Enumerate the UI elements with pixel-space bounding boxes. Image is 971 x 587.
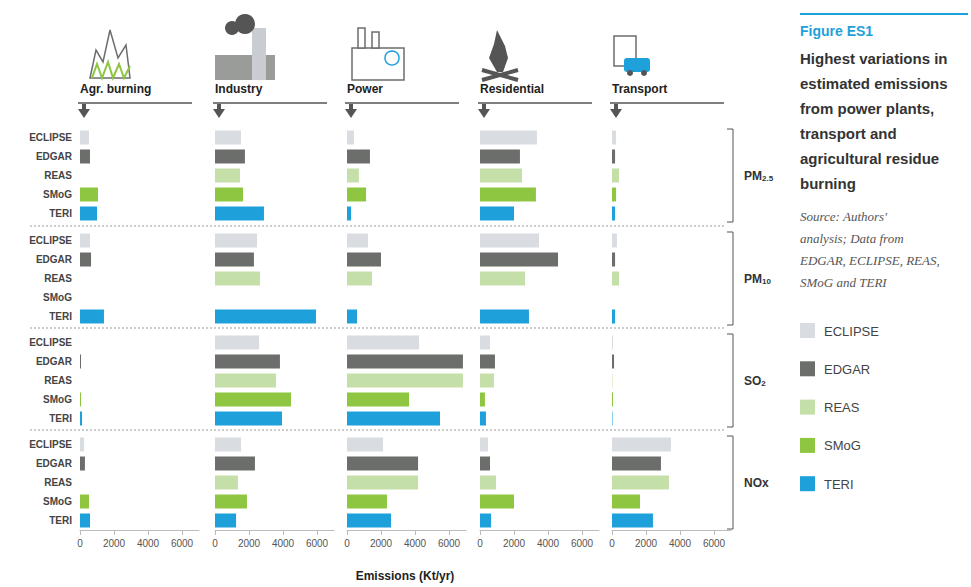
svg-text:6000: 6000 <box>171 538 194 549</box>
svg-text:agricultural residue: agricultural residue <box>800 150 943 167</box>
svg-text:0: 0 <box>609 538 615 549</box>
svg-text:SMoG: SMoG <box>824 438 861 453</box>
svg-text:TERI: TERI <box>49 413 72 424</box>
svg-text:EDGAR: EDGAR <box>36 254 73 265</box>
svg-text:EDGAR: EDGAR <box>36 356 73 367</box>
svg-text:REAS: REAS <box>824 400 860 415</box>
svg-text:6000: 6000 <box>438 538 461 549</box>
svg-text:SMoG: SMoG <box>43 394 72 405</box>
svg-text:analysis; Data from: analysis; Data from <box>800 231 907 246</box>
svg-text:6000: 6000 <box>703 538 726 549</box>
svg-text:SMoG: SMoG <box>43 189 72 200</box>
svg-text:SMoG and TERI: SMoG and TERI <box>800 275 887 290</box>
svg-text:0: 0 <box>344 538 350 549</box>
svg-text:PM: PM <box>744 169 762 183</box>
svg-text:4000: 4000 <box>537 538 560 549</box>
svg-text:EDGAR: EDGAR <box>36 151 73 162</box>
svg-text:Power: Power <box>347 82 383 96</box>
svg-text:ECLIPSE: ECLIPSE <box>29 132 72 143</box>
svg-text:ECLIPSE: ECLIPSE <box>29 235 72 246</box>
svg-text:Emissions (Kt/yr): Emissions (Kt/yr) <box>356 569 455 583</box>
svg-text:SO: SO <box>744 374 761 388</box>
svg-text:4000: 4000 <box>669 538 692 549</box>
svg-text:REAS: REAS <box>44 477 72 488</box>
svg-text:Figure ES1: Figure ES1 <box>800 23 873 39</box>
svg-text:EDGAR: EDGAR <box>36 458 73 469</box>
svg-text:2000: 2000 <box>103 538 126 549</box>
svg-text:ECLIPSE: ECLIPSE <box>824 324 879 339</box>
svg-text:2000: 2000 <box>238 538 261 549</box>
svg-text:SMoG: SMoG <box>43 292 72 303</box>
svg-text:TERI: TERI <box>49 311 72 322</box>
svg-text:6000: 6000 <box>571 538 594 549</box>
svg-text:TERI: TERI <box>49 208 72 219</box>
svg-text:ECLIPSE: ECLIPSE <box>29 337 72 348</box>
svg-text:4000: 4000 <box>404 538 427 549</box>
svg-text:TERI: TERI <box>49 515 72 526</box>
svg-text:from power plants,: from power plants, <box>800 100 938 117</box>
svg-text:EDGAR, ECLIPSE, REAS,: EDGAR, ECLIPSE, REAS, <box>799 253 943 268</box>
svg-text:2: 2 <box>761 379 766 388</box>
svg-text:NOx: NOx <box>744 476 769 490</box>
svg-text:transport and: transport and <box>800 125 901 142</box>
svg-text:burning: burning <box>800 175 856 192</box>
svg-text:2000: 2000 <box>503 538 526 549</box>
svg-text:Highest variations in: Highest variations in <box>800 50 952 67</box>
svg-text:Transport: Transport <box>612 82 667 96</box>
svg-text:Residential: Residential <box>480 82 544 96</box>
svg-text:0: 0 <box>77 538 83 549</box>
svg-text:ECLIPSE: ECLIPSE <box>29 439 72 450</box>
svg-text:estimated emissions: estimated emissions <box>800 75 952 92</box>
svg-text:TERI: TERI <box>824 477 854 492</box>
svg-text:10: 10 <box>762 277 771 286</box>
svg-text:Source: Authors': Source: Authors' <box>800 209 890 224</box>
svg-text:PM: PM <box>744 272 762 286</box>
svg-text:Industry: Industry <box>215 82 263 96</box>
svg-text:REAS: REAS <box>44 375 72 386</box>
svg-text:SMoG: SMoG <box>43 496 72 507</box>
svg-text:REAS: REAS <box>44 273 72 284</box>
svg-text:2.5: 2.5 <box>762 174 774 183</box>
svg-text:2000: 2000 <box>635 538 658 549</box>
svg-text:4000: 4000 <box>272 538 295 549</box>
svg-text:4000: 4000 <box>137 538 160 549</box>
svg-text:EDGAR: EDGAR <box>824 362 870 377</box>
svg-text:Agr. burning: Agr. burning <box>80 82 151 96</box>
svg-text:2000: 2000 <box>370 538 393 549</box>
svg-text:0: 0 <box>477 538 483 549</box>
svg-text:6000: 6000 <box>306 538 329 549</box>
svg-text:0: 0 <box>212 538 218 549</box>
svg-text:REAS: REAS <box>44 170 72 181</box>
